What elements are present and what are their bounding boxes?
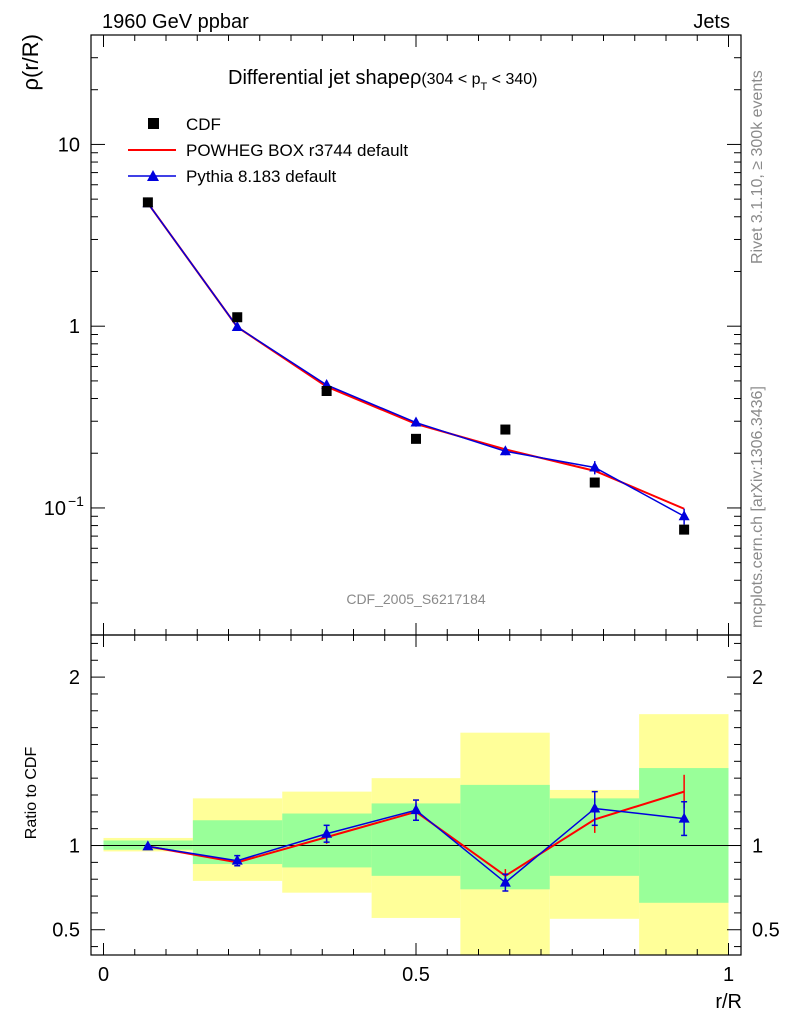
pythia-line xyxy=(147,202,685,517)
y-tick-label-ratio-right: 1 xyxy=(752,836,763,858)
legend-label-pythia: Pythia 8.183 default xyxy=(186,167,337,186)
pythia-point xyxy=(678,510,690,521)
header-right: Jets xyxy=(693,11,730,33)
plot-title: Differential jet shapeρ(304 < pT < 340) xyxy=(228,67,538,93)
y-tick-label-ratio-right: 0.5 xyxy=(752,920,780,942)
pythia-point xyxy=(231,320,243,331)
pythia-point xyxy=(499,445,511,456)
side-label-mcplots: mcplots.cern.ch [arXiv:1306.3436] xyxy=(749,386,766,628)
x-tick-label: 0.5 xyxy=(402,964,430,986)
title-sub: T xyxy=(481,81,488,93)
cdf-point xyxy=(679,524,690,535)
legend-label-powheg: POWHEG BOX r3744 default xyxy=(186,141,408,160)
powheg-line xyxy=(147,202,685,510)
y-tick-label-ratio-right: 2 xyxy=(752,667,763,689)
x-axis-label: r/R xyxy=(715,991,742,1013)
pythia-point xyxy=(589,461,601,472)
pythia-ratio-point xyxy=(231,854,243,865)
title-end: < 340) xyxy=(487,71,537,88)
cdf-point xyxy=(411,433,421,444)
legend-marker-pythia xyxy=(147,170,159,181)
analysis-id-label: CDF_2005_S6217184 xyxy=(346,591,486,607)
legend-marker-cdf xyxy=(148,118,159,129)
y-tick-label-main: 10 xyxy=(44,498,66,520)
pythia-ratio-point xyxy=(678,812,690,823)
y-tick-label-ratio-left: 0.5 xyxy=(52,920,80,942)
y-tick-label-main: 1 xyxy=(69,316,80,338)
title-range: (304 < p xyxy=(421,71,480,88)
pythia-point xyxy=(410,416,422,427)
legend: CDF POWHEG BOX r3744 default Pythia 8.18… xyxy=(128,115,408,186)
cdf-point xyxy=(500,424,511,435)
ratio-plot: 0 0.5 1 0.5 0.5 1 1 2 2 xyxy=(52,634,780,986)
pythia-ratio-point xyxy=(499,876,511,887)
cdf-point xyxy=(232,312,243,323)
title-main: Differential jet shapeρ xyxy=(228,67,421,89)
pythia-ratio-point xyxy=(321,827,333,838)
y-tick-label-main: 10 xyxy=(58,134,80,156)
y-axis-label-main: ρ(r/R) xyxy=(18,34,43,91)
header-left: 1960 GeV ppbar xyxy=(102,11,249,33)
legend-label-cdf: CDF xyxy=(186,115,221,134)
y-tick-label-ratio-left: 1 xyxy=(69,836,80,858)
side-label-rivet: Rivet 3.1.10, ≥ 300k events xyxy=(749,70,766,264)
cdf-point xyxy=(589,477,600,488)
pythia-ratio-point xyxy=(142,840,154,851)
pythia-ratio-point xyxy=(589,802,601,813)
y-tick-label-ratio-left: 2 xyxy=(69,667,80,689)
cdf-point xyxy=(142,197,153,208)
x-tick-label: 1 xyxy=(723,964,734,986)
pythia-ratio-point xyxy=(410,804,422,815)
x-tick-label: 0 xyxy=(98,964,109,986)
y-tick-label-main-exponent: −1 xyxy=(68,493,84,509)
cdf-point xyxy=(321,385,332,396)
y-axis-label-ratio: Ratio to CDF xyxy=(23,747,40,840)
